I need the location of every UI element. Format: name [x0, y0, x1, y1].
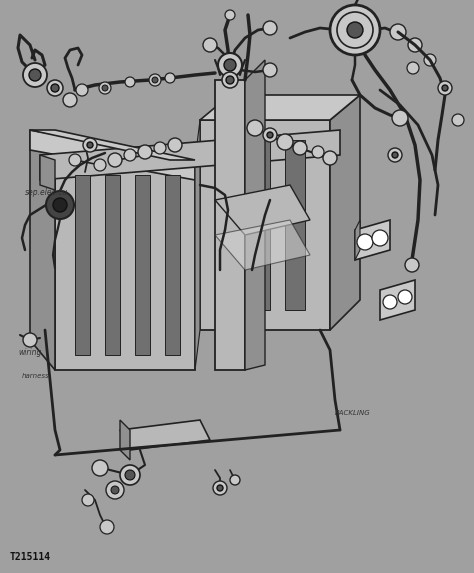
Circle shape [149, 74, 161, 86]
Polygon shape [215, 185, 310, 235]
Circle shape [424, 54, 436, 66]
Polygon shape [30, 130, 195, 160]
Text: T215114: T215114 [10, 552, 51, 562]
Polygon shape [120, 420, 210, 450]
Circle shape [152, 77, 158, 83]
Circle shape [277, 134, 293, 150]
Polygon shape [380, 280, 415, 320]
Circle shape [247, 120, 263, 136]
Polygon shape [55, 160, 195, 370]
Circle shape [293, 141, 307, 155]
Circle shape [224, 59, 236, 71]
Circle shape [226, 76, 234, 84]
Circle shape [452, 114, 464, 126]
Circle shape [99, 82, 111, 94]
Text: sep.elec.cu: sep.elec.cu [25, 188, 68, 197]
Circle shape [392, 152, 398, 158]
Circle shape [138, 145, 152, 159]
Polygon shape [215, 220, 310, 270]
Circle shape [87, 142, 93, 148]
Polygon shape [30, 130, 195, 180]
Polygon shape [40, 155, 55, 190]
Circle shape [217, 485, 223, 491]
Circle shape [23, 333, 37, 347]
Circle shape [390, 24, 406, 40]
Circle shape [408, 38, 422, 52]
Polygon shape [75, 175, 90, 355]
Circle shape [83, 138, 97, 152]
Circle shape [76, 84, 88, 96]
Circle shape [154, 142, 166, 154]
Circle shape [392, 110, 408, 126]
Polygon shape [215, 140, 235, 310]
Polygon shape [330, 95, 360, 330]
Polygon shape [355, 220, 360, 260]
Circle shape [168, 138, 182, 152]
Circle shape [225, 10, 235, 20]
Polygon shape [245, 60, 265, 370]
Circle shape [82, 494, 94, 506]
Circle shape [263, 63, 277, 77]
Circle shape [218, 53, 242, 77]
Circle shape [222, 72, 238, 88]
Circle shape [94, 159, 106, 171]
Polygon shape [165, 175, 180, 355]
Circle shape [125, 77, 135, 87]
Circle shape [230, 475, 240, 485]
Circle shape [398, 290, 412, 304]
Circle shape [53, 198, 67, 212]
Circle shape [357, 234, 373, 250]
Circle shape [337, 12, 373, 48]
Polygon shape [355, 220, 390, 260]
Circle shape [438, 81, 452, 95]
Circle shape [23, 63, 47, 87]
Polygon shape [250, 140, 270, 310]
Circle shape [92, 460, 108, 476]
Polygon shape [285, 140, 305, 310]
Circle shape [388, 148, 402, 162]
Circle shape [405, 258, 419, 272]
Polygon shape [120, 420, 130, 460]
Polygon shape [195, 120, 200, 370]
Polygon shape [200, 120, 330, 330]
Circle shape [312, 146, 324, 158]
Circle shape [407, 62, 419, 74]
Circle shape [165, 73, 175, 83]
Circle shape [124, 149, 136, 161]
Circle shape [203, 38, 217, 52]
Polygon shape [200, 95, 360, 120]
Circle shape [47, 80, 63, 96]
Circle shape [263, 128, 277, 142]
Circle shape [29, 69, 41, 81]
Circle shape [46, 191, 74, 219]
Polygon shape [215, 80, 245, 370]
Circle shape [330, 5, 380, 55]
Circle shape [108, 153, 122, 167]
Polygon shape [105, 175, 120, 355]
Circle shape [213, 481, 227, 495]
Circle shape [383, 295, 397, 309]
Circle shape [100, 520, 114, 534]
Circle shape [63, 93, 77, 107]
Circle shape [263, 21, 277, 35]
Circle shape [347, 22, 363, 38]
Text: BACKLING: BACKLING [335, 410, 371, 416]
Circle shape [442, 85, 448, 91]
Text: harness: harness [22, 373, 50, 379]
Circle shape [323, 151, 337, 165]
Polygon shape [135, 175, 150, 355]
Circle shape [69, 154, 81, 166]
Circle shape [120, 465, 140, 485]
Circle shape [102, 85, 108, 91]
Circle shape [372, 230, 388, 246]
Circle shape [51, 84, 59, 92]
Circle shape [106, 481, 124, 499]
Polygon shape [30, 130, 55, 370]
Circle shape [111, 486, 119, 494]
Circle shape [125, 470, 135, 480]
Circle shape [267, 132, 273, 138]
Polygon shape [40, 130, 340, 180]
Text: wiring: wiring [18, 348, 41, 357]
